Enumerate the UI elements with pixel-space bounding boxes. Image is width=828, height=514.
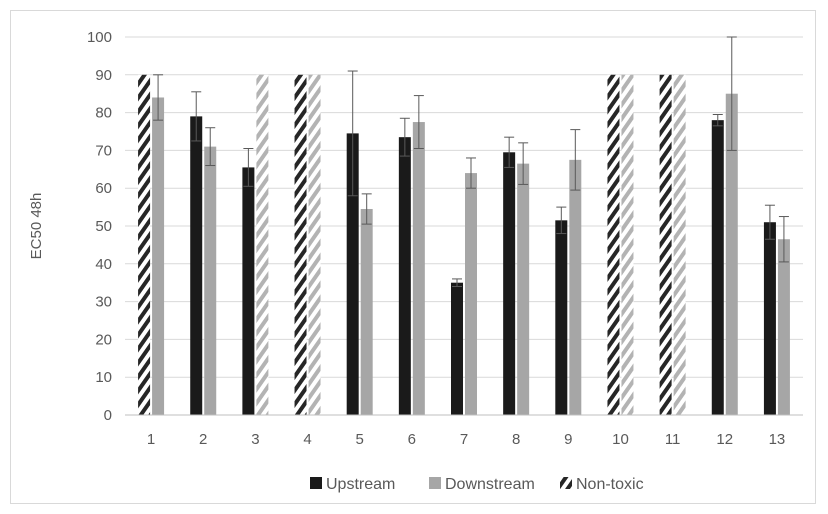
y-axis-label: EC50 48h [28,193,45,260]
bar-downstream-2 [204,146,217,415]
y-tick-label: 70 [95,142,112,159]
error-bar [726,36,737,151]
bar-downstream-6 [412,122,425,416]
bar-upstream-5 [346,133,359,415]
x-tick-label: 10 [612,431,629,448]
legend-item: Downstream [429,476,535,493]
bar-downstream-5 [360,208,373,415]
x-tick-label: 3 [251,431,259,448]
y-tick-label: 90 [95,67,112,84]
bar-downstream-4 [308,74,321,416]
error-bar [570,129,581,191]
bar-upstream-11 [659,74,672,416]
bar-downstream-10 [621,74,634,416]
error-bar [347,70,358,197]
legend-label: Non-toxic [576,476,644,493]
bar-downstream-11 [673,74,686,416]
bar-upstream-9 [555,220,568,415]
y-tick-labels: 0 10 20 30 40 50 60 70 80 90 100 [87,29,112,424]
error-bar [243,148,254,187]
legend-swatch-non-toxic [560,477,572,489]
y-tick-label: 100 [87,29,112,46]
error-bar [399,117,410,157]
bar-downstream-7 [465,173,477,415]
x-tick-label: 9 [564,431,572,448]
error-bar [712,113,723,127]
x-tick-label: 11 [665,431,681,448]
bar-downstream-3 [256,74,269,416]
x-tick-label: 1 [147,431,155,448]
bar-downstream-9 [569,159,582,415]
bar-downstream-1 [152,97,165,415]
bar-upstream-6 [398,137,411,416]
legend-swatch-downstream [429,477,441,489]
error-bar [518,142,529,185]
error-bars [153,36,789,287]
bar-downstream-12 [725,93,738,415]
bar-upstream-13 [763,222,776,415]
error-bar [504,136,515,168]
y-tick-label: 60 [95,180,112,197]
x-tick-label: 12 [716,431,733,448]
error-bar [452,278,462,287]
legend-item: Upstream [310,476,395,493]
x-tick-label: 2 [199,431,207,448]
x-tick-label: 5 [356,431,364,448]
x-tick-labels: 1 2 3 4 5 6 7 8 9 10 11 12 13 [147,431,785,448]
error-bar [361,193,372,225]
legend-label: Upstream [326,476,395,493]
error-bar [556,206,567,235]
legend-label: Downstream [445,476,535,493]
error-bar [778,216,789,263]
y-tick-label: 0 [104,407,112,424]
bar-upstream-7 [451,282,463,415]
error-bar [153,74,164,121]
error-bar [191,91,202,142]
x-tick-label: 8 [512,431,520,448]
bar-upstream-12 [711,120,724,415]
bar-upstream-3 [242,167,255,415]
x-tick-label: 6 [408,431,416,448]
x-tick-label: 7 [460,431,468,448]
y-tick-label: 10 [95,369,112,386]
y-tick-label: 50 [95,218,112,235]
error-bar [205,127,216,167]
bar-upstream-1 [138,74,151,416]
bar-upstream-4 [294,74,307,416]
error-bar [466,157,476,189]
bar-downstream-8 [517,163,530,415]
bars [138,74,790,416]
gridlines [125,36,803,378]
y-tick-label: 80 [95,105,112,122]
legend-item: Non-toxic [560,476,644,493]
legend: Upstream Downstream Non-toxic [310,476,644,493]
bar-upstream-10 [607,74,620,416]
x-tick-label: 4 [303,431,311,448]
y-tick-label: 40 [95,256,112,273]
y-tick-label: 20 [95,331,112,348]
bar-downstream-13 [777,239,790,415]
error-bar [764,204,775,240]
error-bar [413,95,424,150]
x-tick-label: 13 [769,431,786,448]
bar-upstream-2 [190,116,203,415]
y-tick-label: 30 [95,294,112,311]
bar-upstream-8 [503,152,516,416]
legend-swatch-upstream [310,477,322,489]
